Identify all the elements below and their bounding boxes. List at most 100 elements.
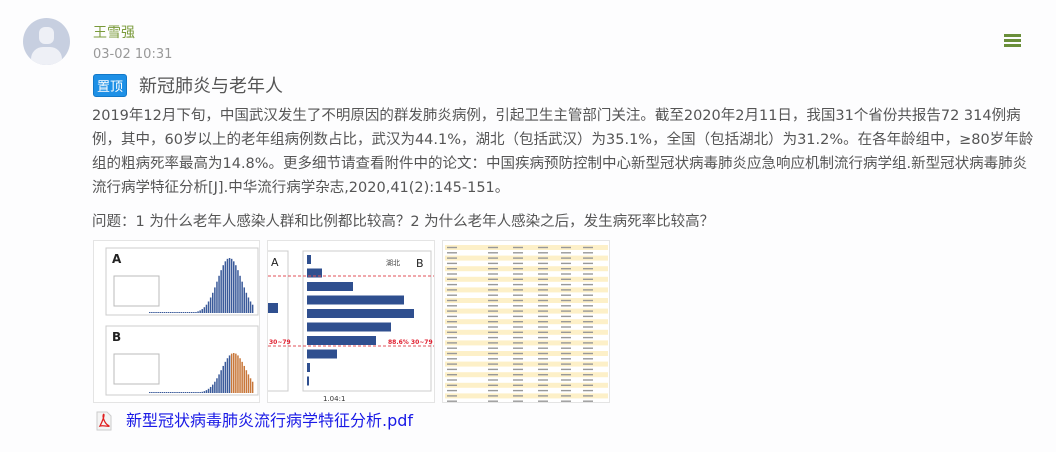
epidemic-bar <box>214 381 216 393</box>
table-cell <box>561 384 571 386</box>
age-bar <box>307 255 311 264</box>
table-cell <box>447 384 457 386</box>
epidemic-bar <box>176 312 178 313</box>
epidemic-bar <box>222 265 224 313</box>
age-distribution-bar-chart-image[interactable]: A B 湖北 30~79 88.6% 30~79 1.04:1 <box>267 240 435 403</box>
epidemic-bar <box>180 312 182 313</box>
epidemic-bar <box>178 392 180 393</box>
table-cell <box>583 358 593 360</box>
epidemic-bar <box>182 312 185 313</box>
table-cell <box>447 379 457 381</box>
epidemic-bar <box>247 374 250 393</box>
table-cell <box>538 331 548 333</box>
table-cell <box>538 336 548 339</box>
epidemic-bar <box>233 261 235 313</box>
epidemic-bar <box>218 374 220 393</box>
avatar-body <box>31 47 62 65</box>
table-cell <box>538 257 548 259</box>
hamburger-menu-icon[interactable] <box>1004 34 1021 47</box>
table-cell <box>538 294 548 296</box>
epidemic-bar <box>247 297 250 313</box>
table-row <box>445 340 608 346</box>
table-cell <box>561 336 571 339</box>
table-cell <box>561 363 571 365</box>
attachment[interactable]: 新型冠状病毒肺炎流行病学特征分析.pdf <box>96 411 1037 431</box>
table-cell <box>488 257 498 259</box>
table-cell <box>538 305 548 307</box>
table-cell <box>583 252 593 254</box>
table-cell <box>583 352 593 355</box>
statistics-table-image[interactable] <box>442 240 610 403</box>
table-cell <box>561 368 571 371</box>
table-cell <box>488 262 498 265</box>
table-cell <box>513 246 523 249</box>
table-cell <box>513 347 523 349</box>
table-cell <box>488 374 498 376</box>
epidemic-bar <box>218 275 220 313</box>
table-cell <box>583 278 593 280</box>
epidemic-bar <box>176 392 178 393</box>
epidemic-bar <box>212 384 214 393</box>
table-cell <box>561 246 571 249</box>
table-cell <box>488 273 498 275</box>
panel-frame <box>105 325 259 396</box>
epidemic-bar <box>207 388 210 393</box>
table-cell <box>538 289 548 291</box>
table-cell <box>583 331 593 333</box>
epidemic-bar <box>195 392 197 393</box>
table-cell <box>538 374 548 376</box>
table-cell <box>538 278 548 280</box>
table-cell <box>561 273 571 275</box>
epidemic-bar <box>153 392 155 393</box>
epidemic-bar <box>186 312 189 313</box>
avatar-head <box>39 27 54 44</box>
table-row <box>445 319 608 325</box>
table-cell <box>513 400 523 402</box>
table-cell <box>538 379 548 381</box>
attachment-link[interactable]: 新型冠状病毒肺炎流行病学特征分析.pdf <box>126 411 414 430</box>
epidemic-bar <box>170 312 172 313</box>
epidemic-bar <box>243 365 245 393</box>
epidemic-bar <box>172 392 174 393</box>
table-cell <box>561 389 571 392</box>
table-cell <box>561 326 571 328</box>
table-cell <box>561 257 571 259</box>
table-cell <box>583 395 593 397</box>
table-cell <box>583 379 593 381</box>
epidemic-bar <box>228 355 231 393</box>
table-cell <box>561 321 571 323</box>
table-cell <box>513 336 523 339</box>
epidemic-bar <box>188 392 191 393</box>
table-cell <box>488 305 498 307</box>
table-cell <box>583 299 593 302</box>
epidemic-bar <box>237 270 239 313</box>
table-cell <box>447 305 457 307</box>
epidemic-bar <box>207 301 210 313</box>
table-cell <box>513 379 523 381</box>
epidemic-bar <box>188 312 191 313</box>
table-cell <box>513 252 523 254</box>
author-name[interactable]: 王雪强 <box>93 25 135 41</box>
epidemic-bar <box>203 391 206 393</box>
table-cell <box>561 400 571 402</box>
epidemic-bar <box>151 392 153 393</box>
table-row <box>445 372 608 378</box>
table-cell <box>488 294 498 296</box>
table-cell <box>538 283 548 286</box>
table-cell <box>538 252 548 254</box>
age-bar <box>307 336 376 345</box>
table-cell <box>447 336 457 339</box>
avatar[interactable] <box>23 18 70 65</box>
table-cell <box>583 294 593 296</box>
epidemic-bar <box>241 281 243 313</box>
panel-label: A <box>271 256 279 269</box>
table-cell <box>561 305 571 307</box>
table-cell <box>538 273 548 275</box>
epidemic-bar <box>167 392 170 393</box>
table-cell <box>488 342 498 344</box>
table-cell <box>447 278 457 280</box>
epidemic-bar <box>149 392 151 393</box>
table-cell <box>447 310 457 312</box>
epidemic-bar <box>151 312 153 313</box>
